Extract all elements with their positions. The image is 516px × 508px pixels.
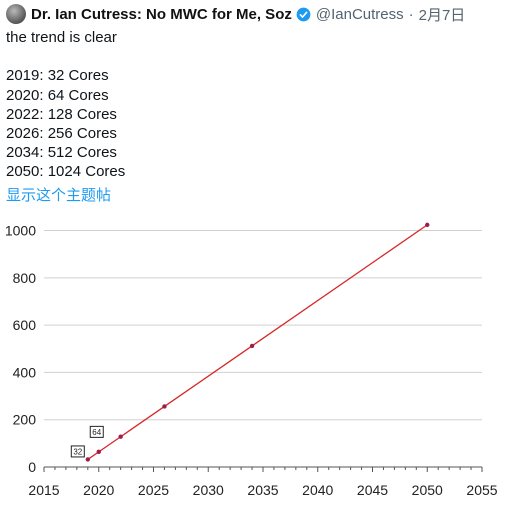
x-tick-label: 2025 — [138, 482, 169, 498]
tweet-header: Dr. Ian Cutress: No MWC for Me, Soz @Ian… — [6, 4, 465, 24]
core-line: 2034: 512 Cores — [6, 144, 117, 162]
tweet-intro: the trend is clear — [6, 29, 117, 46]
y-tick-label: 400 — [13, 364, 37, 380]
y-tick-label: 600 — [13, 317, 37, 333]
annotation-label: 32 — [73, 447, 82, 456]
core-line: 2022: 128 Cores — [6, 105, 117, 123]
meta-separator: · — [408, 5, 414, 23]
annotation-label: 64 — [92, 428, 101, 437]
x-tick-label: 2020 — [83, 482, 114, 498]
data-point — [85, 457, 91, 462]
series-line — [87, 224, 428, 460]
verified-badge-icon — [296, 7, 311, 21]
core-line: 2019: 32 Cores — [6, 67, 109, 85]
x-tick-label: 2055 — [466, 482, 497, 498]
x-tick-label: 2035 — [247, 482, 278, 498]
avatar[interactable] — [6, 4, 26, 24]
data-point — [118, 434, 123, 439]
core-line: 2020: 64 Cores — [6, 86, 109, 104]
author-handle[interactable]: @IanCutress — [315, 5, 404, 23]
y-tick-label: 1000 — [5, 223, 36, 239]
x-tick-label: 2040 — [302, 482, 333, 498]
line-chart: 0 200 400 600 800 1000 2015 2020 2025 2030 2035 204… — [5, 222, 498, 498]
tweet-date[interactable]: 2月7日 — [418, 6, 466, 24]
y-tick-label: 200 — [13, 412, 37, 428]
annotation-box — [89, 425, 104, 438]
show-thread-link[interactable]: 显示这个主题帖 — [6, 187, 112, 204]
y-tick-label: 800 — [13, 270, 37, 286]
core-line: 2050: 1024 Cores — [6, 163, 126, 181]
y-tick-label: 0 — [28, 459, 36, 475]
data-point — [96, 449, 101, 455]
data-point — [425, 222, 430, 228]
x-tick-label: 2050 — [412, 482, 443, 498]
annotation-box — [70, 445, 85, 458]
data-point — [162, 404, 167, 409]
tweet-text: the trend is clear 2019: 32 Cores 2020: … — [6, 28, 125, 182]
core-line: 2026: 256 Cores — [6, 124, 117, 142]
data-point — [249, 343, 255, 349]
blank-line — [6, 47, 125, 66]
author-name[interactable]: Dr. Ian Cutress: No MWC for Me, Soz — [31, 5, 292, 23]
x-tick-label: 2030 — [193, 482, 224, 498]
chart-image[interactable]: 0 200 400 600 800 1000 2015 2020 2025 2030 2035 204… — [0, 208, 516, 508]
x-tick-label: 2015 — [28, 482, 59, 498]
x-tick-label: 2045 — [357, 482, 388, 498]
